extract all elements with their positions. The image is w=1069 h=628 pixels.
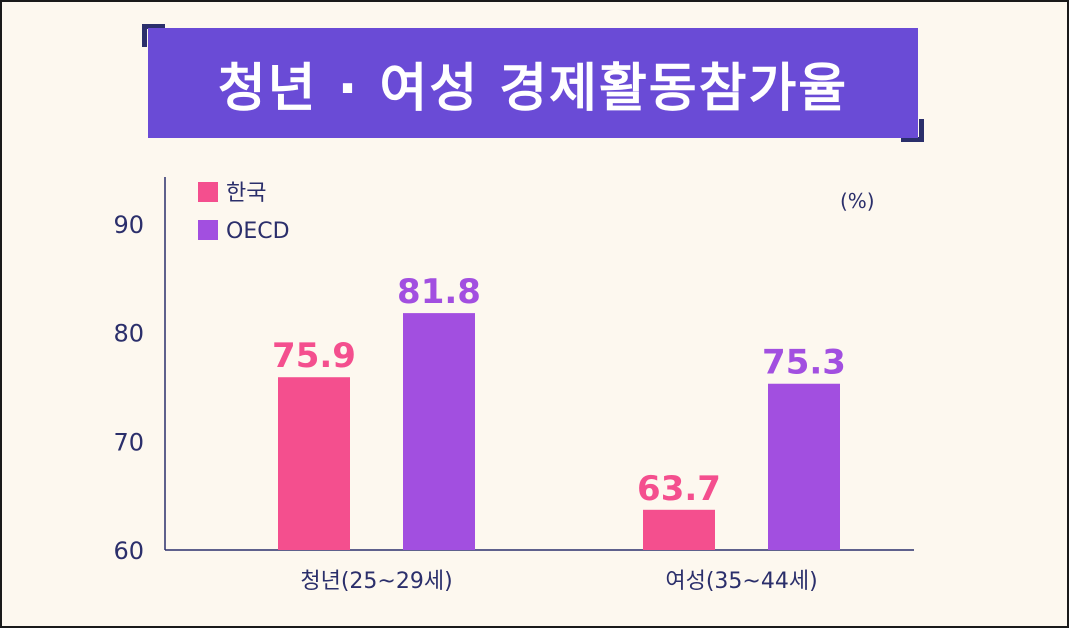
title-banner: 청년 · 여성 경제활동참가율 <box>142 24 924 142</box>
legend-swatch-korea <box>198 182 218 202</box>
y-tick-label: 70 <box>113 428 144 456</box>
legend: 한국 OECD <box>198 181 290 244</box>
bars: 75.9 81.8 63.7 75.3 <box>272 272 846 550</box>
chart-title: 청년 · 여성 경제활동참가율 <box>217 58 849 119</box>
bar <box>768 383 840 550</box>
y-tick-label: 60 <box>113 537 144 565</box>
data-label: 63.7 <box>637 469 721 509</box>
category-label: 여성(35~44세) <box>665 569 817 594</box>
y-tick-label: 80 <box>113 320 144 348</box>
bar <box>643 509 715 550</box>
title-corner-top-left <box>142 24 165 47</box>
data-label: 75.3 <box>762 343 846 383</box>
category-label: 청년(25~29세) <box>300 569 452 594</box>
category-labels: 청년(25~29세) 여성(35~44세) <box>300 569 817 594</box>
data-label: 75.9 <box>272 336 356 376</box>
title-corner-bottom-right <box>901 119 924 142</box>
unit-label: (%) <box>840 189 875 213</box>
legend-label-korea: 한국 <box>226 181 266 206</box>
data-label: 81.8 <box>397 272 481 312</box>
bar <box>278 377 350 550</box>
y-tick-label: 90 <box>113 211 144 239</box>
legend-swatch-oecd <box>198 220 218 240</box>
title-box: 청년 · 여성 경제활동참가율 <box>148 28 918 138</box>
legend-label-oecd: OECD <box>226 219 290 244</box>
bar <box>403 313 475 550</box>
y-tick-labels: 60 70 80 90 <box>113 211 144 565</box>
